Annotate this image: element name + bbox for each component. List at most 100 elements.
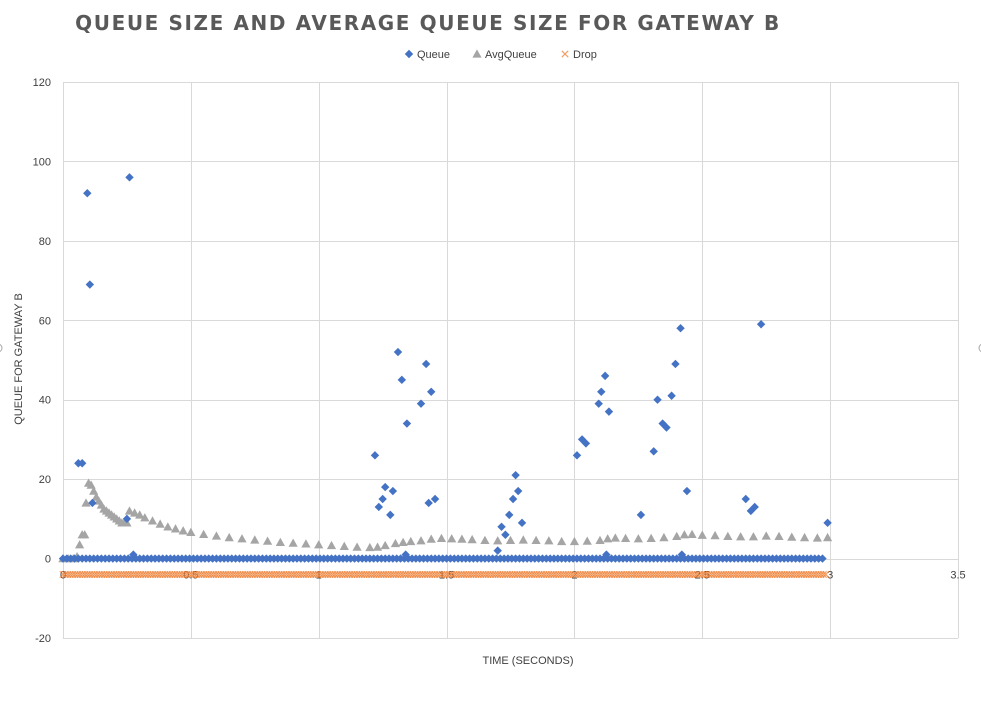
avgqueue-point	[211, 531, 222, 540]
queue-point	[381, 482, 390, 492]
avgqueue-point	[135, 510, 145, 519]
y-tick-label: 0	[45, 554, 51, 566]
queue-point	[653, 395, 662, 404]
queue-point	[756, 320, 766, 329]
series-queue	[58, 173, 832, 563]
queue-point	[77, 459, 87, 468]
queue-point	[505, 510, 514, 520]
queue-point	[501, 530, 510, 539]
queue-point	[125, 173, 134, 182]
avgqueue-point	[467, 534, 477, 544]
avgqueue-point	[390, 538, 401, 548]
y-tick-label: 20	[39, 474, 51, 486]
avgqueue-point	[620, 533, 631, 542]
queue-point	[430, 494, 440, 504]
drop-point	[819, 570, 827, 579]
avgqueue-point	[416, 536, 426, 545]
avgqueue-point	[457, 534, 467, 543]
queue-point	[427, 387, 436, 396]
avgqueue-point	[186, 527, 196, 537]
avgqueue-point	[659, 532, 669, 542]
x-tick-label: 0	[60, 570, 66, 582]
avgqueue-point	[426, 534, 436, 543]
queue-point	[393, 347, 403, 357]
avgqueue-point	[339, 541, 349, 550]
queue-point	[649, 447, 658, 456]
avgqueue-point	[89, 486, 99, 495]
queue-point	[750, 502, 759, 512]
avgqueue-point	[140, 513, 150, 522]
queue-point	[597, 387, 606, 396]
avgqueue-point	[372, 542, 383, 551]
queue-point	[602, 550, 611, 559]
queue-point	[577, 435, 587, 444]
avgqueue-point	[170, 524, 181, 533]
queue-point	[388, 486, 398, 496]
avgqueue-point	[275, 537, 285, 546]
avgqueue-point	[365, 542, 375, 552]
avgqueue-point	[710, 530, 720, 540]
avgqueue-point	[679, 530, 689, 539]
queue-point	[677, 550, 687, 559]
queue-point	[594, 399, 603, 408]
avgqueue-point	[774, 531, 784, 541]
avgqueue-point	[569, 536, 580, 546]
queue-point	[421, 359, 431, 369]
series-drop	[59, 570, 830, 579]
queue-point	[604, 407, 614, 416]
avgqueue-point	[178, 526, 188, 535]
series-avgqueue	[58, 478, 833, 563]
avgqueue-point	[646, 533, 656, 542]
drop-point	[822, 570, 830, 579]
avgqueue-point	[86, 480, 96, 489]
avgqueue-point	[544, 536, 554, 545]
avgqueue-point	[163, 522, 173, 531]
x-tick-label: 3.5	[950, 570, 965, 582]
avgqueue-point	[799, 532, 810, 542]
avgqueue-point	[582, 536, 592, 545]
queue-point	[83, 189, 92, 198]
x-tick-label: 3	[827, 570, 833, 582]
queue-point	[511, 470, 520, 480]
queue-point	[378, 494, 387, 504]
queue-point	[818, 554, 827, 563]
avgqueue-point	[130, 508, 140, 517]
queue-point	[600, 371, 610, 381]
queue-point	[741, 494, 750, 504]
legend-label: AvgQueue	[485, 49, 537, 61]
avgqueue-point	[822, 532, 833, 542]
queue-point	[374, 502, 384, 512]
queue-point	[122, 514, 132, 524]
legend: Queue AvgQueue Drop	[404, 49, 597, 61]
avgqueue-point	[314, 540, 324, 549]
avgqueue-point	[447, 534, 457, 543]
y-axis-ticks: -20 0 20 40 60 80 100 120	[33, 77, 51, 645]
queue-point	[402, 419, 412, 428]
queue-point	[397, 375, 407, 385]
queue-point	[676, 324, 685, 333]
queue-point	[85, 280, 95, 289]
avgqueue-point	[748, 532, 759, 541]
queue-point	[401, 550, 410, 559]
avgqueue-point	[812, 533, 822, 542]
avgqueue-point	[380, 540, 390, 550]
avgqueue-point	[505, 535, 516, 544]
queue-point	[572, 451, 582, 460]
queue-point	[88, 498, 97, 508]
avgqueue-point	[326, 540, 337, 550]
legend-label: Queue	[417, 49, 450, 61]
queue-point	[129, 550, 138, 559]
avgqueue-point	[199, 529, 209, 539]
avgqueue-point	[80, 530, 90, 539]
queue-point	[497, 522, 506, 531]
queue-point	[508, 494, 518, 504]
queue-point	[424, 498, 433, 508]
avgqueue-point	[288, 538, 298, 547]
queue-point	[416, 399, 426, 408]
queue-point	[370, 451, 380, 460]
avgqueue-point	[155, 519, 165, 528]
x-axis-title: TIME (SECONDS)	[482, 655, 573, 667]
queue-point	[581, 439, 591, 448]
queue-point	[513, 486, 523, 496]
